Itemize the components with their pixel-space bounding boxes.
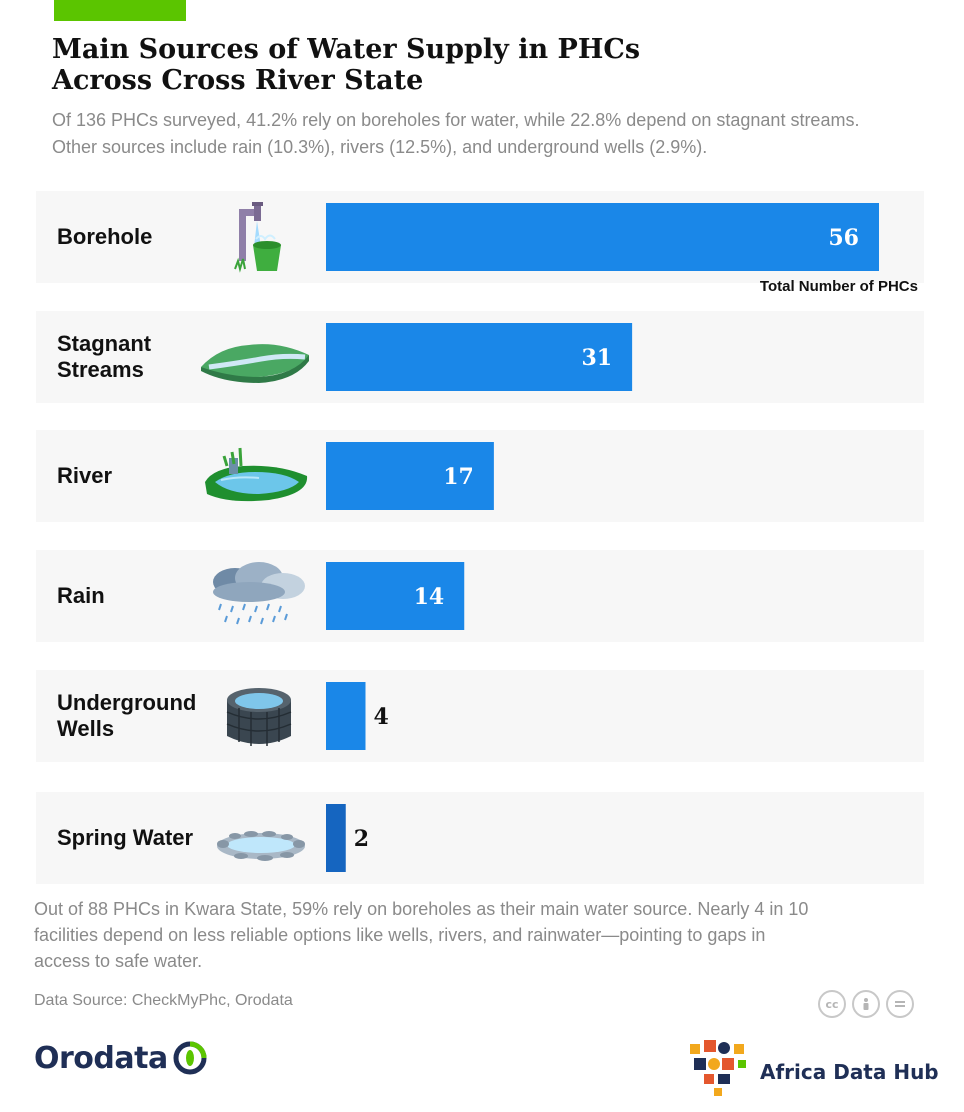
subtitle-line-1: Of 136 PHCs surveyed, 41.2% rely on bore… [52,110,860,130]
category-label-line: River [57,463,113,488]
data-source: Data Source: CheckMyPhc, Orodata [34,992,293,1009]
row-spring-water: Spring Water [36,792,924,884]
footnote: Out of 88 PHCs in Kwara State, 59% rely … [34,896,914,974]
title-line-2: Across Cross River State [52,65,424,96]
by-icon [852,990,880,1018]
category-label-line: Spring Water [57,825,194,850]
category-label-line: Underground [57,690,197,715]
orodata-mark-icon [172,1040,208,1076]
africa-data-hub-logo: Africa Data Hub [690,1040,939,1103]
rain-cloud-icon [199,558,314,634]
row-underground-wells: Underground Wells [36,670,924,762]
row-rain: Rain [36,550,924,642]
chart-subtitle: Of 136 PHCs surveyed, 41.2% rely on bore… [52,107,952,161]
well-icon [199,678,314,754]
category-label-line: Streams [57,357,144,382]
footnote-line: Out of 88 PHCs in Kwara State, 59% rely … [34,899,809,919]
cc-icon: cc [818,990,846,1018]
stream-icon [199,319,314,395]
water-tap-bucket-icon [199,199,314,275]
orodata-logo: Orodata [34,1040,208,1076]
orodata-wordmark: Orodata [34,1040,168,1076]
footnote-line: facilities depend on less reliable optio… [34,925,766,945]
category-label-line: Stagnant [57,331,152,356]
footnote-line: access to safe water. [34,951,203,971]
africa-data-hub-wordmark: Africa Data Hub [760,1059,939,1084]
category-label-line: Rain [57,583,105,608]
spring-water-icon [199,800,314,876]
category-label: Underground Wells [57,670,217,762]
value-axis-label: Total Number of PHCs [759,278,918,295]
category-label: Stagnant Streams [57,311,217,403]
row-river: River [36,430,924,522]
category-label-line: Borehole [57,224,153,249]
africa-data-hub-mark-icon [690,1040,750,1103]
license-icons: cc [818,990,914,1018]
row-borehole: Borehole [36,191,924,283]
category-label: River [57,430,217,522]
category-label: Spring Water [57,792,217,884]
nd-icon [886,990,914,1018]
accent-bar [54,0,186,21]
title-line-1: Main Sources of Water Supply in PHCs [52,34,641,65]
row-stagnant-streams: Stagnant Streams [36,311,924,403]
category-label: Rain [57,550,217,642]
subtitle-line-2: Other sources include rain (10.3%), rive… [52,137,708,157]
category-label: Borehole [57,191,217,283]
river-icon [199,438,314,514]
chart-title: Main Sources of Water Supply in PHCs Acr… [52,34,872,96]
category-label-line: Wells [57,716,115,741]
